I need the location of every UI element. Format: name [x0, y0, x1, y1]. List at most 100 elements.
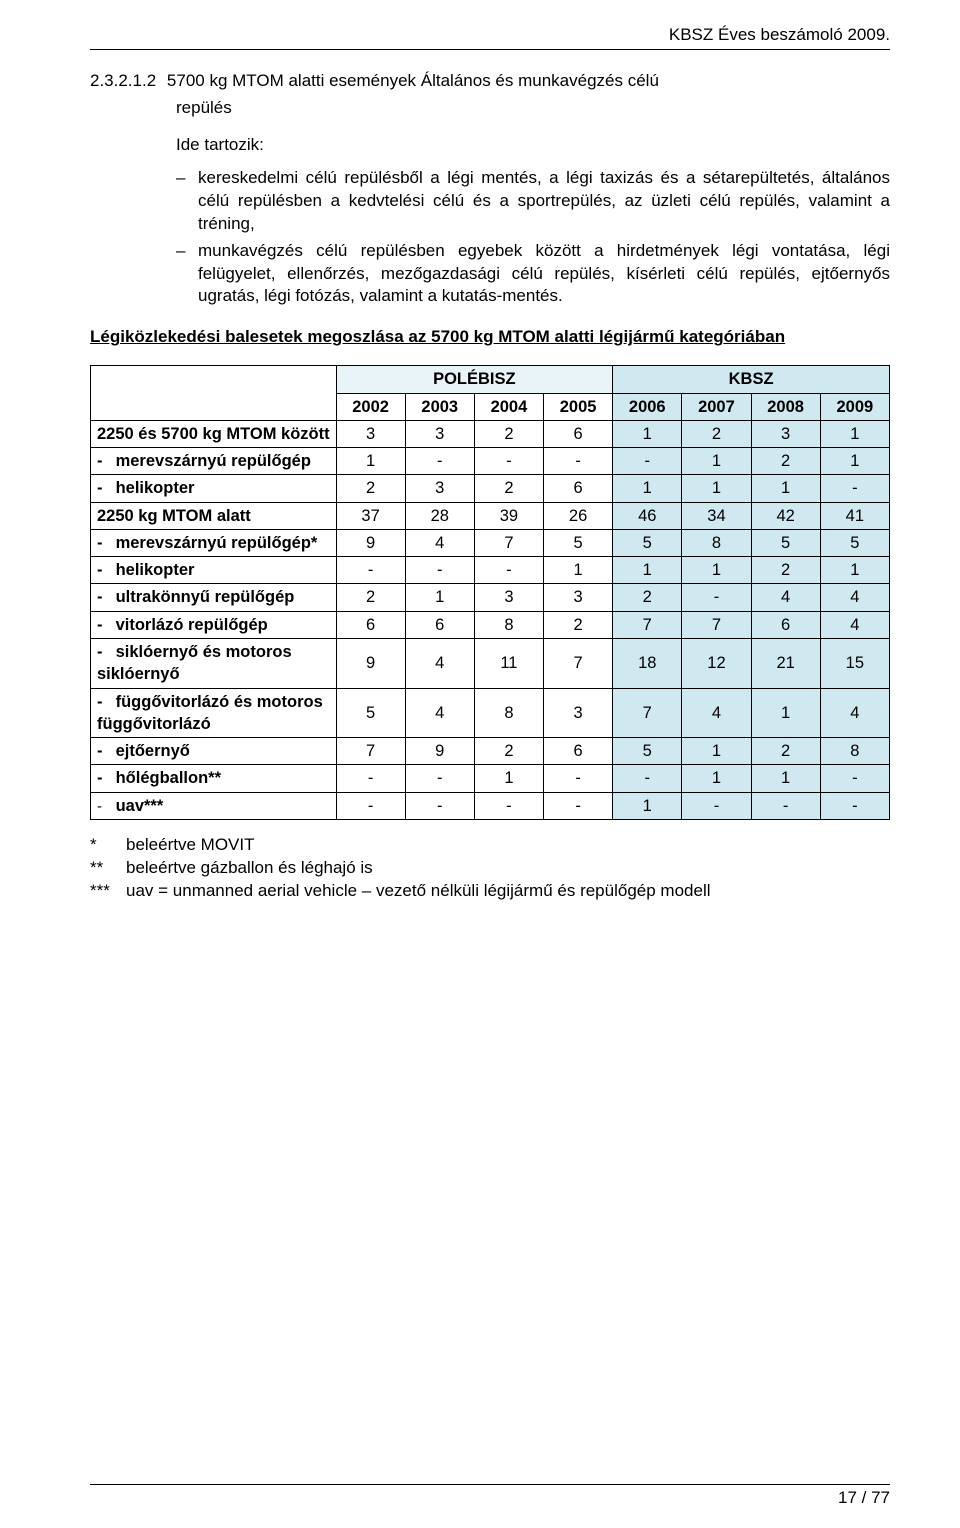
table-cell: 28	[405, 502, 474, 529]
table-cell: 1	[751, 475, 820, 502]
table-cell: -	[682, 792, 751, 819]
table-cell: 2	[336, 584, 405, 611]
footnote-mark: ***	[90, 880, 126, 903]
table-cell: 7	[544, 638, 613, 688]
table-cell: 1	[682, 475, 751, 502]
year-header: 2007	[682, 393, 751, 420]
footnote: *beleértve MOVIT	[90, 834, 890, 857]
table-cell: 7	[613, 611, 682, 638]
table-row-label: 2250 és 5700 kg MTOM között	[91, 420, 337, 447]
group-header-polebisz: POLÉBISZ	[336, 366, 613, 393]
year-header: 2004	[474, 393, 543, 420]
table-cell: 3	[405, 420, 474, 447]
table-cell: 4	[405, 529, 474, 556]
table-cell: 4	[820, 584, 889, 611]
bullet-item: munkavégzés célú repülésben egyebek közö…	[176, 240, 890, 309]
table-cell: 4	[682, 688, 751, 738]
table-cell: 4	[820, 688, 889, 738]
table-cell: 7	[613, 688, 682, 738]
table-cell: -	[336, 792, 405, 819]
footnote: ***uav = unmanned aerial vehicle – vezet…	[90, 880, 890, 903]
table-cell: 1	[682, 557, 751, 584]
table-cell: 1	[613, 557, 682, 584]
table-cell: -	[336, 557, 405, 584]
year-header: 2003	[405, 393, 474, 420]
table-cell: 8	[682, 529, 751, 556]
table-cell: 4	[751, 584, 820, 611]
table-row-label: - helikopter	[91, 557, 337, 584]
table-cell: 5	[820, 529, 889, 556]
table-row-label: - ejtőernyő	[91, 738, 337, 765]
table-cell: 3	[544, 688, 613, 738]
table-cell: 2	[751, 738, 820, 765]
table-cell: 6	[336, 611, 405, 638]
table-cell: 2	[474, 738, 543, 765]
table-cell: 6	[544, 738, 613, 765]
table-cell: -	[405, 557, 474, 584]
table-cell: -	[820, 475, 889, 502]
section-title-line2: repülés	[176, 97, 890, 120]
page-footer: 17 / 77	[90, 1484, 890, 1510]
table-cell: 5	[544, 529, 613, 556]
table-cell: 2	[682, 420, 751, 447]
table-cell: 21	[751, 638, 820, 688]
table-cell: 9	[405, 738, 474, 765]
table-cell: 34	[682, 502, 751, 529]
table-cell: 1	[613, 420, 682, 447]
footnote-text: beleértve MOVIT	[126, 834, 255, 857]
table-cell: 6	[751, 611, 820, 638]
table-cell: 2	[751, 448, 820, 475]
table-cell: 41	[820, 502, 889, 529]
table-cell: -	[405, 765, 474, 792]
table-cell: 2	[544, 611, 613, 638]
year-header: 2008	[751, 393, 820, 420]
table-cell: 1	[820, 420, 889, 447]
table-cell: 46	[613, 502, 682, 529]
table-cell: 12	[682, 638, 751, 688]
table-cell: 15	[820, 638, 889, 688]
table-cell: 1	[682, 738, 751, 765]
table-cell: 5	[613, 738, 682, 765]
data-table: POLÉBISZKBSZ2002200320042005200620072008…	[90, 365, 890, 820]
footnote-text: uav = unmanned aerial vehicle – vezető n…	[126, 880, 711, 903]
table-cell: 6	[544, 420, 613, 447]
table-cell: 2	[474, 475, 543, 502]
table-cell: 5	[613, 529, 682, 556]
table-cell: 3	[544, 584, 613, 611]
table-cell: 1	[336, 448, 405, 475]
table-cell: 7	[474, 529, 543, 556]
table-cell: 9	[336, 638, 405, 688]
footnote-text: beleértve gázballon és léghajó is	[126, 857, 373, 880]
table-cell: -	[544, 765, 613, 792]
table-cell: -	[336, 765, 405, 792]
table-cell: 3	[751, 420, 820, 447]
table-cell: -	[405, 792, 474, 819]
table-cell: -	[544, 448, 613, 475]
table-row-label: - merevszárnyú repülőgép*	[91, 529, 337, 556]
table-cell: 1	[544, 557, 613, 584]
table-cell: 1	[613, 792, 682, 819]
intro-label: Ide tartozik:	[176, 134, 890, 157]
page-header: KBSZ Éves beszámoló 2009.	[90, 24, 890, 50]
table-cell: -	[820, 792, 889, 819]
table-cell: 37	[336, 502, 405, 529]
table-cell: 2	[613, 584, 682, 611]
table-cell: -	[820, 765, 889, 792]
table-row-label: - siklóernyő és motoros siklóernyő	[91, 638, 337, 688]
table-cell: 1	[820, 557, 889, 584]
table-cell: -	[682, 584, 751, 611]
table-cell: 4	[405, 638, 474, 688]
year-header: 2002	[336, 393, 405, 420]
table-cell: -	[474, 448, 543, 475]
table-cell: 42	[751, 502, 820, 529]
table-cell: 1	[682, 448, 751, 475]
table-row-label: - függővitorlázó és motoros függővitorlá…	[91, 688, 337, 738]
table-cell: 3	[474, 584, 543, 611]
group-header-kbsz: KBSZ	[613, 366, 890, 393]
table-cell: 1	[820, 448, 889, 475]
table-cell: 3	[405, 475, 474, 502]
table-cell: 9	[336, 529, 405, 556]
table-row-label: - ultrakönnyű repülőgép	[91, 584, 337, 611]
footnote-mark: *	[90, 834, 126, 857]
table-cell: 8	[474, 688, 543, 738]
